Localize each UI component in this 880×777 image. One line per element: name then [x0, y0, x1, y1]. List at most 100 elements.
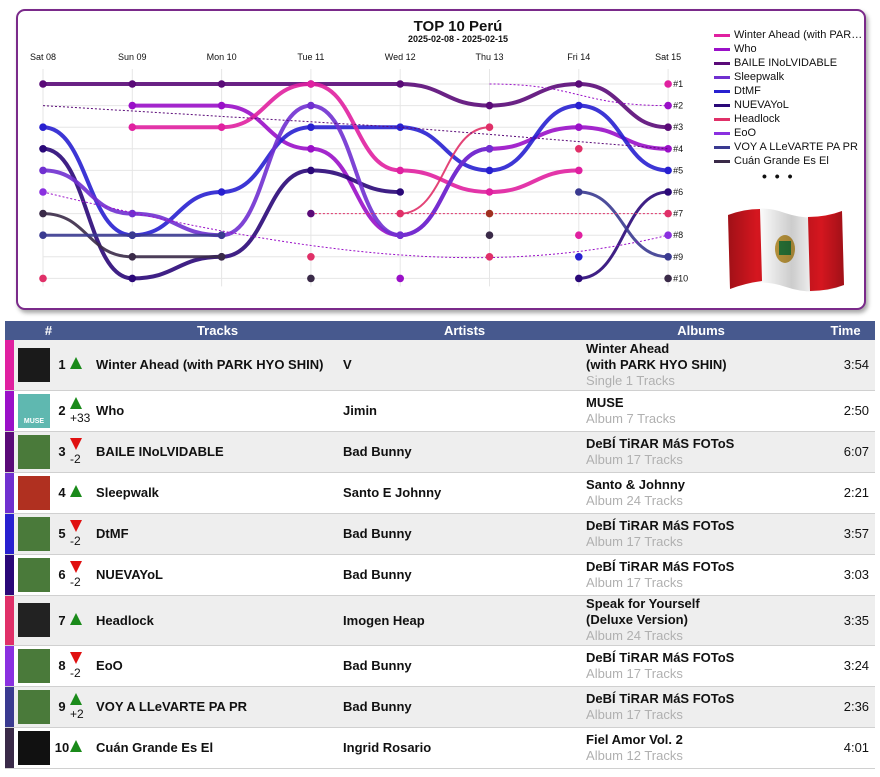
arrow-up-icon — [70, 485, 82, 497]
track-name[interactable]: Cuán Grande Es El — [92, 727, 344, 769]
artist-name[interactable]: Santo E Johnny — [343, 472, 587, 514]
rank-label: #10 — [673, 273, 688, 283]
row-color-bar — [5, 431, 14, 473]
table-row[interactable]: 9 +2 VOY A LLeVARTE PA PR Bad Bunny DeBÍ TiR… — [5, 686, 876, 728]
rank-point — [217, 101, 226, 110]
day-label: Mon 10 — [207, 52, 237, 62]
table-row[interactable]: 8 -2 EoO Bad Bunny DeBÍ TiRAR MáS FOToS Album… — [5, 645, 876, 687]
legend-item[interactable]: EoO — [714, 126, 864, 140]
table-row[interactable]: MUSE 2 +33 Who Jimin MUSE Album 7 Tracks 2:50 — [5, 390, 876, 432]
rank-point — [485, 166, 494, 175]
album-cover-image — [18, 557, 50, 592]
arrow-up-icon — [70, 693, 82, 705]
artist-name[interactable]: Bad Bunny — [343, 645, 587, 687]
cover-cell — [14, 595, 54, 646]
legend-item[interactable]: BAILE INoLVIDABLE — [714, 56, 864, 70]
table-row[interactable]: 3 -2 BAILE INoLVIDABLE Bad Bunny DeBÍ TiRAR … — [5, 431, 876, 473]
rank-change: +33 — [70, 390, 93, 432]
rank-point — [396, 188, 405, 196]
track-name[interactable]: Headlock — [92, 595, 344, 646]
table-row[interactable]: 4 Sleepwalk Santo E Johnny Santo & Johnny Al… — [5, 472, 876, 514]
legend-item[interactable]: Who — [714, 42, 864, 56]
rank-point — [307, 253, 315, 261]
rank-point — [664, 231, 672, 239]
legend-more: • • • — [762, 168, 795, 184]
track-name[interactable]: Sleepwalk — [92, 472, 344, 514]
row-color-bar — [5, 686, 14, 728]
row-color-bar — [5, 340, 14, 391]
artist-name[interactable]: Ingrid Rosario — [343, 727, 587, 769]
legend-item[interactable]: DtMF — [714, 84, 864, 98]
rank-point — [128, 101, 137, 110]
table-row[interactable]: 7 Headlock Imogen Heap Speak for Yourself (D… — [5, 595, 876, 646]
cover-cell — [14, 513, 54, 555]
track-name[interactable]: VOY A LLeVARTE PA PR — [92, 686, 344, 728]
rank-point — [575, 145, 583, 153]
rank-point — [39, 166, 47, 175]
legend-swatch — [714, 117, 730, 121]
artist-name[interactable]: Bad Bunny — [343, 554, 587, 596]
track-name[interactable]: DtMF — [92, 513, 344, 555]
legend-label: Headlock — [734, 113, 780, 125]
rank-point — [575, 188, 583, 196]
dotted-line — [42, 191, 669, 259]
track-name[interactable]: Winter Ahead (with PARK HYO SHIN) — [92, 340, 344, 391]
album-cell[interactable]: DeBÍ TiRAR MáS FOToS Album 17 Tracks — [586, 645, 817, 687]
album-cell[interactable]: DeBÍ TiRAR MáS FOToS Album 17 Tracks — [586, 431, 817, 473]
track-name[interactable]: NUEVAYoL — [92, 554, 344, 596]
album-info: Single 1 Tracks — [586, 372, 675, 388]
album-cell[interactable]: Fiel Amor Vol. 2 Album 12 Tracks — [586, 727, 817, 769]
album-cover-text: MUSE — [23, 417, 45, 425]
table-row[interactable]: 1 Winter Ahead (with PARK HYO SHIN) V Winte… — [5, 340, 876, 391]
album-title: Speak for Yourself — [586, 596, 700, 611]
artist-name[interactable]: V — [343, 340, 587, 391]
artist-name[interactable]: Imogen Heap — [343, 595, 587, 646]
rank-point — [217, 188, 226, 196]
album-cell[interactable]: DeBÍ TiRAR MáS FOToS Album 17 Tracks — [586, 513, 817, 555]
table-row[interactable]: 5 -2 DtMF Bad Bunny DeBÍ TiRAR MáS FOToS Albu… — [5, 513, 876, 555]
artist-name[interactable]: Bad Bunny — [343, 686, 587, 728]
album-info: Album 24 Tracks — [586, 628, 683, 643]
album-cell[interactable]: MUSE Album 7 Tracks — [586, 390, 817, 432]
cover-cell — [14, 431, 54, 473]
rank-change-value: +2 — [70, 707, 84, 721]
album-cover-image — [18, 347, 50, 382]
rank-point — [664, 209, 672, 218]
track-name[interactable]: Who — [92, 390, 344, 432]
cover-cell — [14, 645, 54, 687]
legend-label: NUEVAYoL — [734, 99, 789, 111]
artist-name[interactable]: Bad Bunny — [343, 431, 587, 473]
legend-item[interactable]: Cuán Grande Es El — [714, 154, 864, 168]
rank-point — [664, 123, 672, 131]
rank-point — [485, 253, 494, 261]
artist-name[interactable]: Bad Bunny — [343, 513, 587, 555]
table-row[interactable]: 6 -2 NUEVAYoL Bad Bunny DeBÍ TiRAR MáS FOToS… — [5, 554, 876, 596]
track-duration: 3:24 — [816, 645, 876, 687]
artist-name[interactable]: Jimin — [343, 390, 587, 432]
track-name[interactable]: EoO — [92, 645, 344, 687]
legend-item[interactable]: Winter Ahead (with PARK HYO SHIN) — [714, 28, 864, 42]
table-row[interactable]: 10 Cuán Grande Es El Ingrid Rosario Fiel Am… — [5, 727, 876, 769]
legend-item[interactable]: Sleepwalk — [714, 70, 864, 84]
album-cell[interactable]: DeBÍ TiRAR MáS FOToS Album 17 Tracks — [586, 686, 817, 728]
album-title: DeBÍ TiRAR MáS FOToS — [586, 558, 735, 574]
rank-label: #7 — [673, 209, 683, 219]
rank-point — [39, 209, 47, 218]
legend-label: Sleepwalk — [734, 71, 785, 83]
rank-point — [664, 166, 672, 175]
album-cell[interactable]: DeBÍ TiRAR MáS FOToS Album 17 Tracks — [586, 554, 817, 596]
legend-item[interactable]: Headlock — [714, 112, 864, 126]
legend-item[interactable]: NUEVAYoL — [714, 98, 864, 112]
album-title-line2: (Deluxe Version) — [586, 612, 688, 627]
rank-chart: Sat 08 Sun 09 Mon 10 Tue 11 Wed 12 Thu 13 Fri … — [30, 52, 688, 287]
album-cell[interactable]: Santo & Johnny Album 24 Tracks — [586, 472, 817, 514]
album-cell[interactable]: Winter Ahead (with PARK HYO SHIN) Single 1… — [586, 340, 817, 391]
legend-swatch — [714, 131, 730, 135]
legend-item[interactable]: VOY A LLeVARTE PA PR — [714, 140, 864, 154]
track-name[interactable]: BAILE INoLVIDABLE — [92, 431, 344, 473]
track-duration: 2:50 — [816, 390, 876, 432]
header-albums: Albums — [586, 321, 817, 340]
tracks-table: # Tracks Artists Albums Time 1 Winter Ahe… — [5, 321, 876, 769]
album-cell[interactable]: Speak for Yourself (Deluxe Version) Album … — [586, 595, 817, 646]
rank-line — [400, 126, 490, 215]
